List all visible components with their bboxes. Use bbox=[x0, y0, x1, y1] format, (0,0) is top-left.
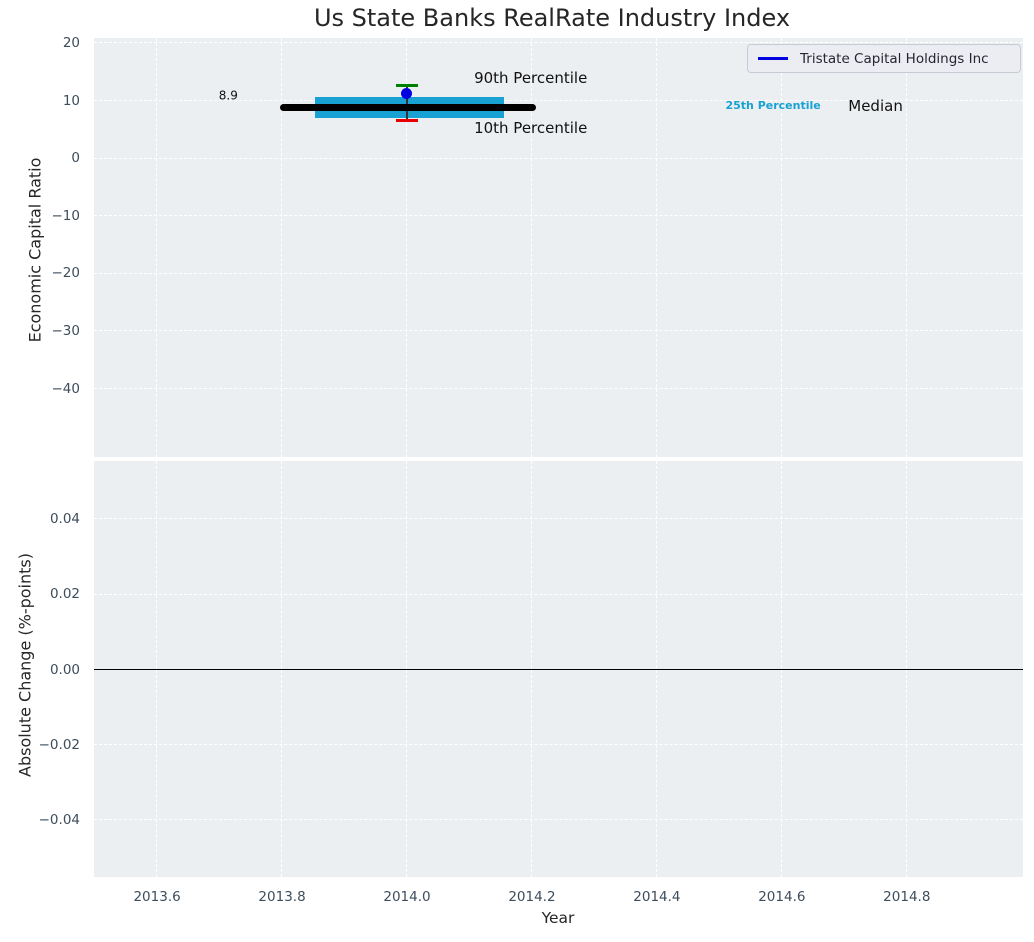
gridline-vertical bbox=[156, 38, 158, 457]
x-tick-label: 2014.4 bbox=[633, 889, 681, 905]
legend: Tristate Capital Holdings Inc bbox=[747, 44, 1021, 73]
zero-line bbox=[94, 668, 1023, 671]
axes-economic-capital-ratio: 8.9 90th Percentile 10th Percentile 25th Pe… bbox=[94, 38, 1023, 457]
axes-absolute-change bbox=[94, 461, 1023, 877]
y-tick-label: 10 bbox=[62, 92, 80, 109]
gridline-vertical bbox=[781, 38, 783, 457]
median-line bbox=[280, 103, 536, 111]
gridline-horizontal bbox=[94, 744, 1023, 746]
legend-label: Tristate Capital Holdings Inc bbox=[800, 50, 989, 67]
whisker-line bbox=[406, 85, 408, 121]
x-tick-label: 2014.2 bbox=[508, 889, 556, 905]
gridline-vertical bbox=[281, 38, 283, 457]
y-tick-label: 0.00 bbox=[49, 661, 80, 678]
gridline-horizontal bbox=[94, 518, 1023, 520]
median-value-label: 8.9 bbox=[218, 88, 238, 103]
y-tick-label: 0.04 bbox=[49, 510, 80, 527]
y-tick-label: −30 bbox=[51, 322, 81, 339]
gridline-vertical bbox=[656, 38, 658, 457]
p10-cap bbox=[396, 119, 418, 123]
y-tick-label: 0 bbox=[71, 150, 80, 167]
gridline-vertical bbox=[906, 38, 908, 457]
y-tick-label: 0.02 bbox=[49, 586, 80, 603]
gridline-horizontal bbox=[94, 272, 1023, 274]
gridline-horizontal bbox=[94, 100, 1023, 102]
x-tick-label: 2014.6 bbox=[758, 889, 806, 905]
x-tick-label: 2014.8 bbox=[883, 889, 931, 905]
p90-label: 90th Percentile bbox=[474, 69, 588, 88]
company-marker bbox=[401, 88, 413, 100]
y-axis-label-economic-capital-ratio: Economic Capital Ratio bbox=[25, 157, 45, 343]
y-tick-label: −0.02 bbox=[38, 736, 80, 753]
gridline-horizontal bbox=[94, 387, 1023, 389]
gridline-vertical bbox=[531, 38, 533, 457]
gridline-horizontal bbox=[94, 215, 1023, 217]
p25-label: 25th Percentile bbox=[725, 99, 821, 113]
chart-title: Us State Banks RealRate Industry Index bbox=[313, 4, 791, 32]
gridline-horizontal bbox=[94, 42, 1023, 44]
x-tick-label: 2013.6 bbox=[133, 889, 181, 905]
y-tick-label: −20 bbox=[51, 265, 81, 282]
x-axis-label: Year bbox=[541, 909, 575, 927]
p10-label: 10th Percentile bbox=[474, 119, 588, 138]
median-label: Median bbox=[848, 96, 903, 115]
y-tick-label: −0.04 bbox=[38, 812, 80, 829]
gridline-horizontal bbox=[94, 593, 1023, 595]
gridline-vertical bbox=[406, 38, 408, 457]
gridline-horizontal bbox=[94, 157, 1023, 159]
x-tick-label: 2014.0 bbox=[383, 889, 431, 905]
x-tick-label: 2013.8 bbox=[258, 889, 306, 905]
y-tick-label: 20 bbox=[62, 35, 80, 52]
legend-line-swatch bbox=[758, 57, 788, 60]
p90-cap bbox=[396, 84, 418, 88]
gridline-horizontal bbox=[94, 819, 1023, 821]
gridline-horizontal bbox=[94, 330, 1023, 332]
y-tick-label: −10 bbox=[51, 207, 81, 224]
y-tick-label: −40 bbox=[51, 380, 81, 397]
